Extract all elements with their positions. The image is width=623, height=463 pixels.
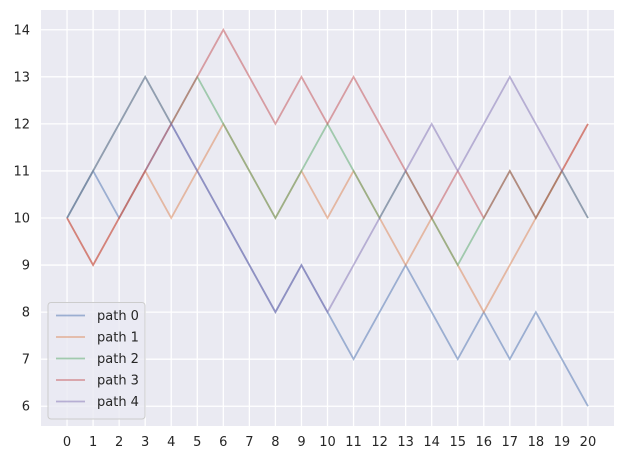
- legend-label: path 2: [97, 352, 139, 367]
- legend-label: path 0: [97, 309, 139, 324]
- x-tick-label: 9: [297, 435, 305, 450]
- series-line-path-3: [66, 27, 589, 267]
- y-tick-label: 12: [13, 117, 30, 132]
- x-tick-label: 5: [193, 435, 201, 450]
- y-tick-label: 6: [22, 400, 30, 415]
- x-tick-label: 15: [449, 435, 466, 450]
- x-tick-label: 3: [141, 435, 149, 450]
- x-tick-label: 2: [115, 435, 123, 450]
- x-tick-label: 12: [371, 435, 388, 450]
- series-line-path-1: [66, 122, 589, 314]
- x-tick-label: 14: [423, 435, 440, 450]
- y-tick-label: 7: [22, 353, 30, 368]
- y-tick-label: 13: [13, 70, 30, 85]
- series-line-path-4: [66, 74, 589, 314]
- legend-box: [47, 302, 146, 420]
- x-tick-label: 16: [475, 435, 492, 450]
- x-tick-label: 19: [554, 435, 571, 450]
- x-tick-label: 13: [397, 435, 414, 450]
- y-tick-label: 8: [22, 306, 30, 321]
- y-tick-label: 11: [13, 164, 30, 179]
- x-tick-label: 11: [345, 435, 362, 450]
- series-lines: [66, 27, 589, 407]
- x-tick-label: 10: [319, 435, 336, 450]
- y-tick-label: 14: [13, 23, 30, 38]
- legend: path 0 path 1 path 2 path 3 path 4: [47, 302, 146, 420]
- x-tick-label: 1: [89, 435, 97, 450]
- y-tick-label: 10: [13, 212, 30, 227]
- x-tick-label: 20: [580, 435, 597, 450]
- y-tick-label: 9: [22, 259, 30, 274]
- x-tick-label: 8: [271, 435, 279, 450]
- legend-label: path 4: [97, 395, 139, 410]
- x-tick-label: 18: [528, 435, 545, 450]
- x-tick-labels: 0 1 2 3 4 5 6 7 8 9 10 11 12 13 14 15 16 17 18 19 20: [63, 435, 596, 450]
- y-tick-labels: 6 7 8 9 10 11 12 13 14: [13, 23, 30, 414]
- x-tick-label: 0: [63, 435, 71, 450]
- legend-label: path 3: [97, 374, 139, 389]
- legend-label: path 1: [97, 331, 139, 346]
- x-tick-label: 6: [219, 435, 227, 450]
- x-tick-label: 4: [167, 435, 175, 450]
- x-tick-label: 17: [502, 435, 519, 450]
- x-tick-label: 7: [245, 435, 253, 450]
